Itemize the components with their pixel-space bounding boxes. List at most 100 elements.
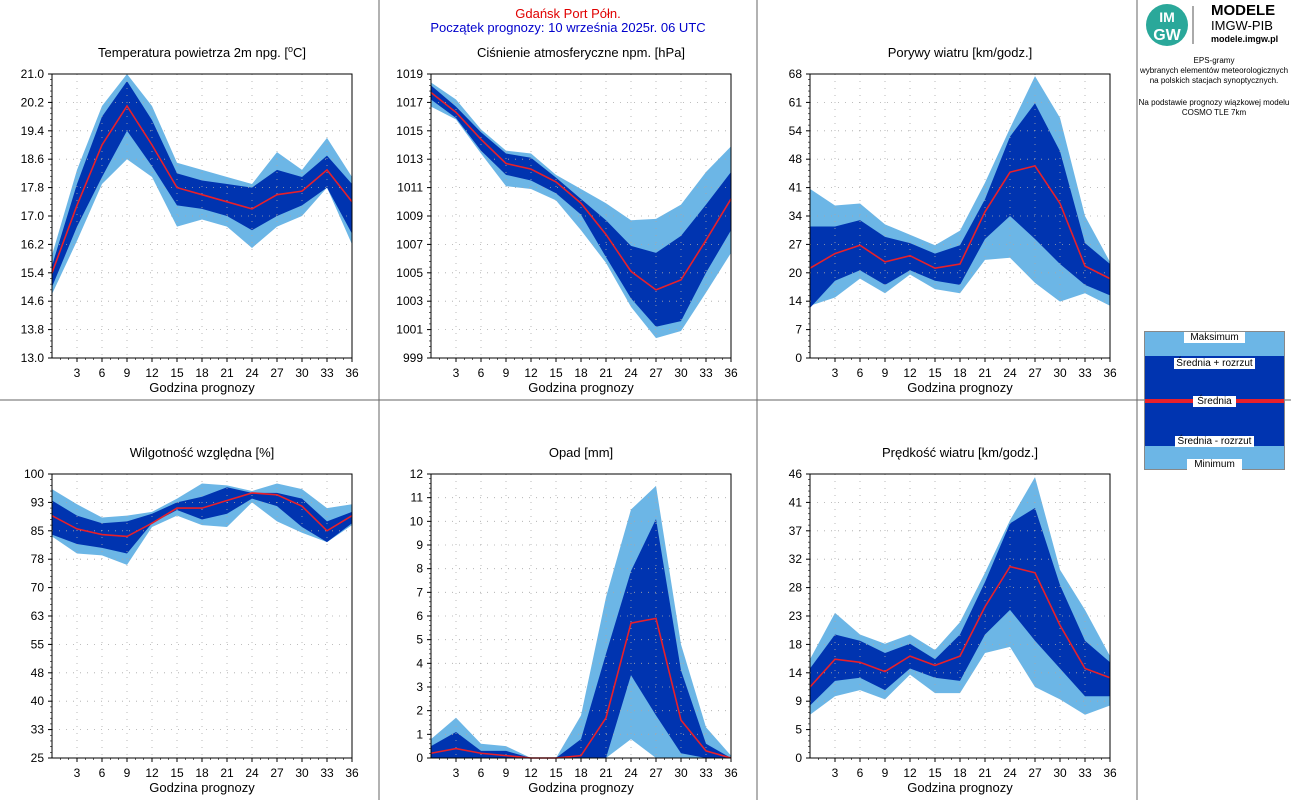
x-tick-label: 36 [1103,366,1117,380]
x-tick-label: 27 [1028,366,1042,380]
x-axis-label: Godzina prognozy [907,780,1013,795]
x-tick-label: 24 [624,766,638,780]
x-tick-label: 9 [882,766,889,780]
y-tick-label: 18 [789,637,803,651]
x-tick-label: 15 [928,766,942,780]
plot-frame [51,473,353,759]
x-tick-label: 3 [453,766,460,780]
x-tick-label: 6 [478,366,485,380]
x-axis-label: Godzina prognozy [149,380,255,395]
x-tick-label: 6 [478,766,485,780]
x-tick-label: 18 [574,766,588,780]
y-tick-label: 85 [31,524,45,538]
imgw-logo: IM GW [1145,3,1201,47]
y-tick-label: 55 [31,637,45,651]
y-tick-label: 3 [416,680,423,694]
plot-frame [809,73,1111,359]
x-axis-label: Godzina prognozy [149,780,255,795]
y-tick-label: 32 [789,552,803,566]
y-tick-label: 6 [416,609,423,623]
x-tick-label: 9 [124,366,131,380]
y-tick-label: 54 [789,124,803,138]
y-tick-label: 11 [411,491,424,505]
y-tick-label: 0 [795,751,802,765]
y-tick-label: 1003 [396,294,423,308]
y-tick-label: 1015 [396,124,423,138]
x-tick-label: 30 [295,766,309,780]
x-tick-label: 18 [574,366,588,380]
x-tick-label: 36 [345,766,359,780]
x-tick-label: 15 [549,366,563,380]
y-tick-label: 40 [31,694,45,708]
y-tick-label: 17.8 [21,181,45,195]
x-tick-label: 36 [724,766,738,780]
y-tick-label: 20 [789,266,803,280]
x-tick-label: 21 [978,766,992,780]
y-tick-label: 12 [410,467,424,481]
mean-line [430,617,732,759]
chart-title: Prędkość wiatru [km/godz.] [882,445,1038,460]
y-tick-label: 9 [416,538,423,552]
y-tick-label: 0 [416,751,423,765]
x-tick-label: 27 [649,366,663,380]
x-tick-label: 12 [903,766,917,780]
x-tick-label: 33 [1078,766,1092,780]
chart-4: Wilgotność względna [%]25334048556370788… [24,445,359,795]
y-tick-label: 8 [416,562,423,576]
y-tick-label: 48 [789,152,803,166]
mean-line [51,104,353,274]
x-tick-label: 33 [1078,366,1092,380]
x-tick-label: 24 [1003,366,1017,380]
x-tick-label: 36 [724,366,738,380]
y-tick-label: 37 [789,524,803,538]
x-tick-label: 3 [453,366,460,380]
y-tick-label: 5 [416,633,423,647]
x-tick-label: 21 [599,366,613,380]
mean-line [430,91,732,291]
y-tick-label: 78 [31,552,45,566]
y-tick-label: 33 [31,723,45,737]
y-tick-label: 1 [416,727,423,741]
station-name: Gdańsk Port Półn. [515,6,621,21]
x-tick-label: 18 [953,766,967,780]
x-tick-label: 6 [857,766,864,780]
x-tick-label: 30 [295,366,309,380]
x-tick-label: 12 [145,366,159,380]
x-tick-label: 9 [503,766,510,780]
y-tick-label: 13.8 [21,323,45,337]
x-tick-label: 30 [1053,766,1067,780]
x-tick-label: 6 [857,366,864,380]
y-tick-label: 63 [31,609,45,623]
y-tick-label: 18.6 [21,152,45,166]
x-tick-label: 18 [953,366,967,380]
chart-title: Wilgotność względna [%] [130,445,275,460]
x-tick-label: 3 [832,366,839,380]
y-tick-label: 14 [789,294,803,308]
y-tick-label: 28 [789,581,803,595]
description-line: Na podstawie prognozy wiązkowej modelu [1138,98,1290,107]
x-tick-label: 24 [245,766,259,780]
chart-title: Ciśnienie atmosferyczne npm. [hPa] [477,45,685,60]
legend-mean-label: Średnia [1193,396,1236,407]
y-tick-label: 68 [789,67,803,81]
logo-icon: IM GW [1146,4,1194,46]
y-tick-label: 2 [416,704,423,718]
plot-frame [430,473,732,759]
y-tick-label: 7 [795,323,802,337]
description-line: na polskich stacjach synoptycznych. [1149,76,1279,85]
y-tick-label: 27 [789,237,803,251]
x-tick-label: 36 [345,366,359,380]
description-line: wybranych elementów meteorologicznych [1139,66,1289,75]
x-tick-label: 24 [245,366,259,380]
mean-line [809,565,1111,688]
x-tick-label: 27 [1028,766,1042,780]
description-line: EPS-gramy [1193,56,1235,65]
plot-frame [809,473,1111,759]
x-tick-label: 33 [699,366,713,380]
x-tick-label: 15 [928,366,942,380]
plot-frame [51,73,353,359]
y-tick-label: 41 [789,495,803,509]
svg-text:GW: GW [1153,27,1181,44]
y-tick-label: 93 [31,495,45,509]
